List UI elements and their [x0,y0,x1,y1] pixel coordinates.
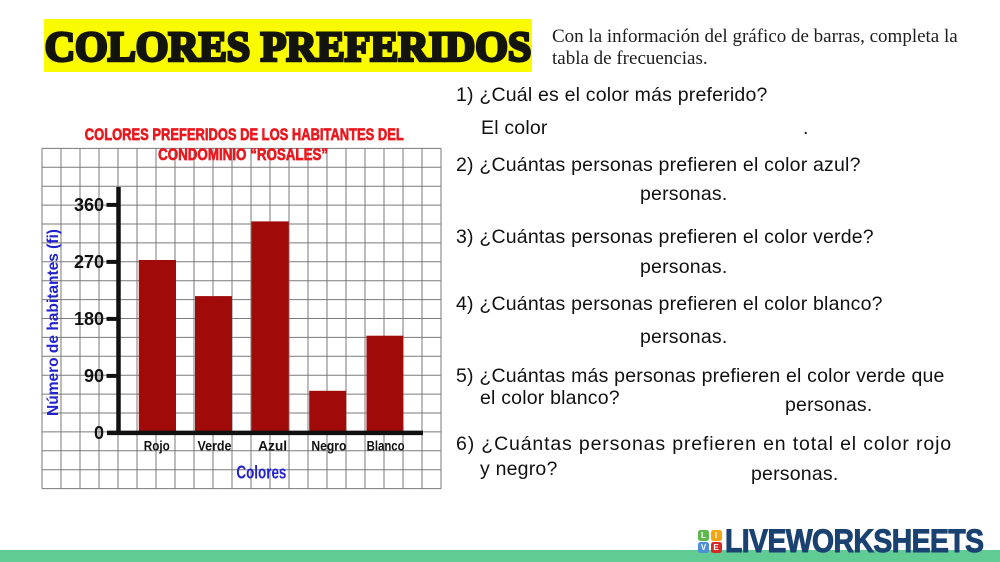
svg-text:Verde: Verde [198,439,232,454]
svg-text:270: 270 [74,252,104,272]
svg-text:180: 180 [74,309,104,329]
svg-text:COLORES PREFERIDOS DE LOS HABI: COLORES PREFERIDOS DE LOS HABITANTES DEL [85,125,404,144]
svg-text:Azul: Azul [258,439,287,454]
svg-text:Rojo: Rojo [144,439,170,454]
svg-text:0: 0 [94,423,104,443]
svg-text:Colores: Colores [236,463,286,483]
svg-text:CONDOMINIO “ROSALES”: CONDOMINIO “ROSALES” [158,145,328,164]
svg-text:360: 360 [74,195,104,215]
svg-text:Negro: Negro [311,439,346,454]
svg-text:Blanco: Blanco [367,439,405,454]
svg-text:Número de habitantes (fi): Número de habitantes (fi) [45,229,62,416]
svg-text:90: 90 [84,366,104,386]
